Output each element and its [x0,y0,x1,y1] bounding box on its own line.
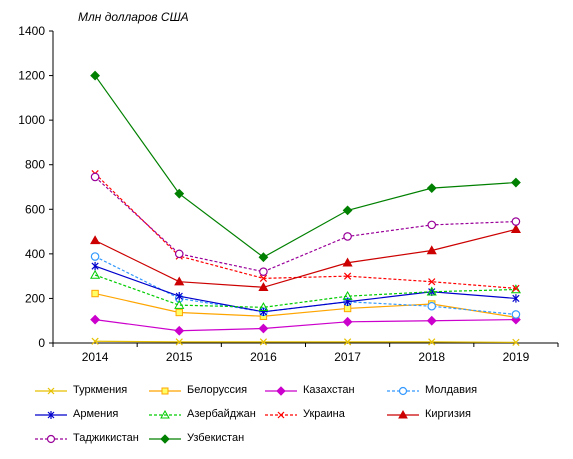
series-line [95,340,516,343]
chart-series [90,70,521,346]
data-point [511,310,521,319]
series-line [94,292,517,318]
series-7 [90,224,521,291]
x-tick-label: 2018 [418,350,445,364]
y-tick-label: 1200 [18,69,45,83]
data-point [91,289,99,298]
data-point [510,224,521,234]
unit-label: Млн долларов США [78,10,189,24]
series-0 [91,337,520,346]
data-point [510,284,521,294]
data-point [175,308,183,317]
series-5 [90,269,521,312]
marker-stroke [175,338,183,346]
marker-stroke [91,337,99,345]
series-line [94,228,517,288]
x-tick-label: 2017 [334,350,361,364]
data-point [175,338,183,346]
y-tick-label: 0 [38,336,45,350]
series-line [94,75,516,258]
marker-stroke [428,278,436,286]
data-point [258,323,269,334]
data-point [428,338,436,346]
data-point [259,338,268,346]
data-point [90,252,100,261]
data-point [259,274,268,282]
data-point [343,338,352,346]
data-point [426,315,437,326]
data-point [342,316,353,327]
series-line [94,173,516,289]
data-point [91,261,99,271]
data-point [511,177,521,188]
data-point [511,217,521,226]
marker-stroke [428,338,436,346]
data-point [426,245,437,255]
y-tick-label: 1000 [18,113,45,127]
data-point [258,252,269,263]
marker-stroke [343,272,352,280]
data-point [512,338,520,346]
data-point [512,284,520,293]
chart-axes: 0 200 400 600 800 1000 1200 1400 2014 2015 2016 201… [18,24,559,364]
y-tick-label: 600 [25,202,45,216]
data-point [427,301,437,311]
data-point [343,304,352,313]
data-point [174,188,185,199]
data-point [174,299,185,309]
series-line [94,176,516,273]
series-3 [90,252,521,319]
data-point [343,272,352,280]
series-9 [90,70,521,263]
data-point [174,249,184,259]
data-point [258,302,269,312]
marker-stroke [259,274,268,282]
series-line [95,319,516,332]
y-tick-label: 400 [25,247,45,261]
series-8 [90,172,521,276]
data-point [174,276,185,286]
data-point [90,314,100,325]
data-point [512,294,520,303]
data-point [343,232,352,241]
data-point [174,325,185,336]
data-point [426,183,437,194]
data-point [91,337,99,345]
data-point [342,290,353,300]
data-point [175,292,183,301]
marker-stroke [343,338,352,346]
marker-stroke [512,284,520,293]
series-line [94,265,516,313]
series-6 [91,170,520,293]
data-point [90,172,100,182]
y-tick-label: 200 [25,291,45,305]
series-line [94,255,516,316]
data-point [342,205,353,216]
data-point [427,220,437,230]
series-line [94,274,516,308]
data-point [90,70,100,81]
data-point [90,269,101,279]
y-tick-label: 800 [25,158,45,172]
series-1 [91,289,520,322]
data-point [426,286,437,296]
marker-stroke [512,338,520,346]
x-tick-label: 2014 [82,350,109,364]
data-point [259,307,268,316]
x-tick-label: 2016 [250,350,277,364]
x-tick-label: 2019 [503,350,530,364]
x-tick-label: 2015 [166,350,193,364]
data-point [342,257,353,267]
data-point [428,278,436,286]
data-point [258,282,269,291]
series-2 [90,314,521,336]
data-point [90,235,101,245]
y-tick-label: 1400 [18,24,45,38]
data-point [259,267,268,276]
marker-stroke [259,338,268,346]
